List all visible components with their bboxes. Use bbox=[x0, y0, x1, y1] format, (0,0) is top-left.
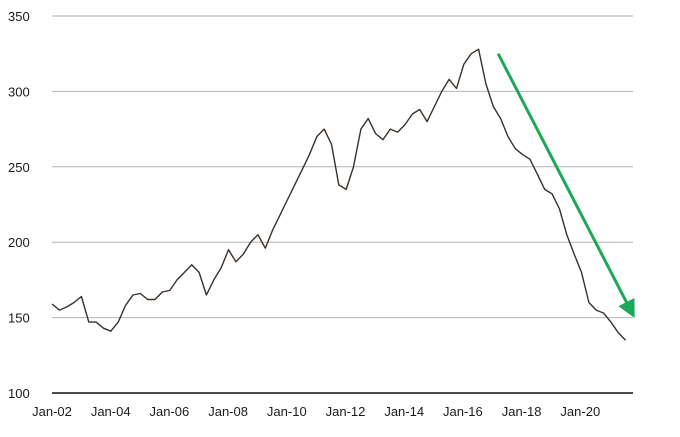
x-tick-label-jan-16: Jan-16 bbox=[443, 404, 483, 419]
y-tick-label-300: 300 bbox=[8, 84, 30, 99]
y-tick-label-250: 250 bbox=[8, 160, 30, 175]
x-tick-label-jan-18: Jan-18 bbox=[502, 404, 542, 419]
series-line bbox=[51, 48, 627, 341]
y-axis-tick-labels: 100 150 200 250 300 350 bbox=[8, 9, 30, 401]
y-tick-label-200: 200 bbox=[8, 235, 30, 250]
x-tick-label-jan-10: Jan-10 bbox=[267, 404, 307, 419]
y-tick-label-350: 350 bbox=[8, 9, 30, 24]
x-tick-label-jan-20: Jan-20 bbox=[560, 404, 600, 419]
x-tick-label-jan-14: Jan-14 bbox=[384, 404, 424, 419]
gridlines bbox=[52, 15, 633, 319]
x-tick-label-jan-06: Jan-06 bbox=[150, 404, 190, 419]
x-tick-label-jan-12: Jan-12 bbox=[326, 404, 366, 419]
y-tick-label-100: 100 bbox=[8, 386, 30, 401]
x-tick-label-jan-08: Jan-08 bbox=[208, 404, 248, 419]
downtrend-arrow bbox=[496, 53, 635, 319]
x-axis-tick-labels: Jan-02 Jan-04 Jan-06 Jan-08 Jan-10 Jan-12 Jan-… bbox=[32, 404, 600, 419]
y-tick-label-150: 150 bbox=[8, 311, 30, 326]
x-tick-label-jan-02: Jan-02 bbox=[32, 404, 72, 419]
x-tick-label-jan-04: Jan-04 bbox=[91, 404, 131, 419]
